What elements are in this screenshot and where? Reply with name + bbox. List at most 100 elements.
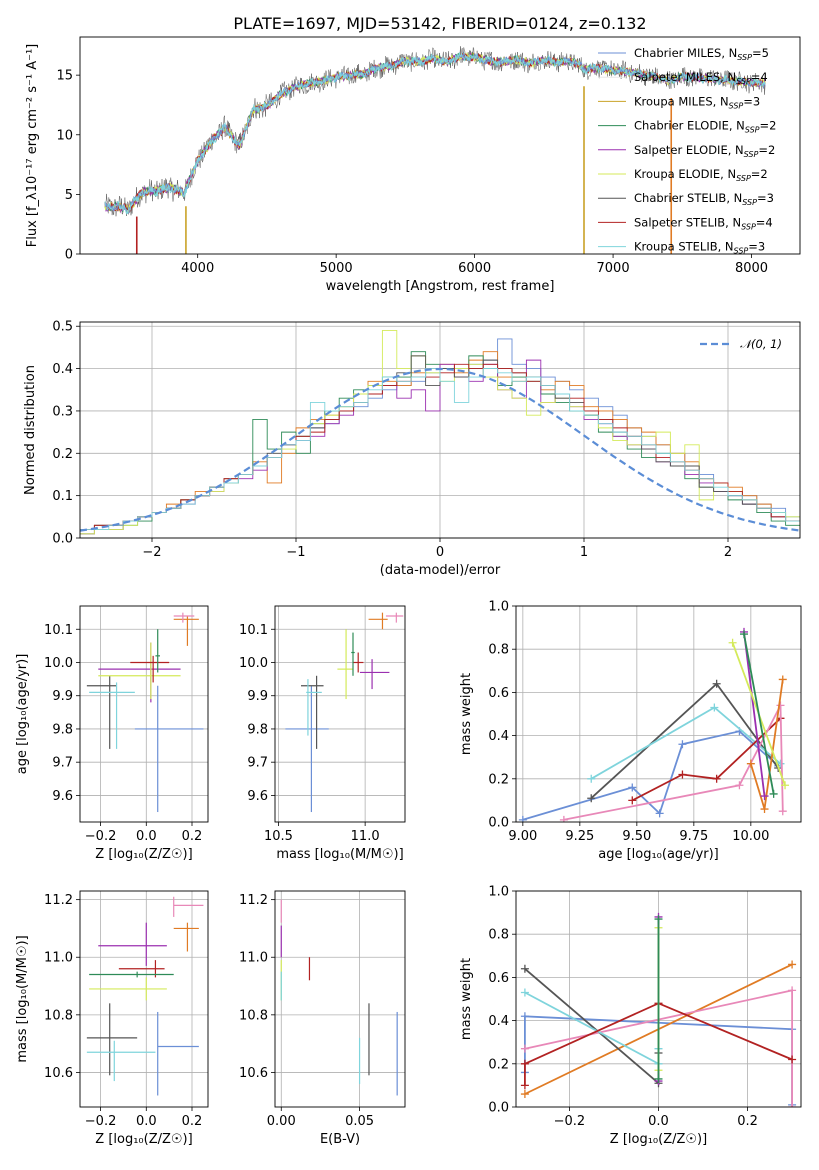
x-tick-label: 0 [436,545,444,560]
axes-frame [515,890,802,1108]
y-tick-label: 0.3 [52,404,73,419]
weight-marker [746,759,755,768]
weight-marker [654,1074,663,1083]
y-tick-label: 10.6 [239,1066,268,1081]
x-tick-label: 11.0 [351,829,380,844]
chart-weight_vs_Z: −0.2 0.0 0.2 0.0 0.2 0.4 0.6 0.8 1.0 Z [log₁₀(Z/Z… [459,885,802,1147]
weight-marker [559,815,568,822]
legend-label: Salpeter STELIB, NSSP=4 [634,215,773,231]
weight-marker [678,740,687,749]
figure-title: PLATE=1697, MJD=53142, FIBERID=0124, z=0… [233,14,646,33]
plot-area-weight_vs_Z [520,912,797,1107]
normal-legend-label: 𝒩(0, 1) [740,337,782,351]
y-axis-label: mass weight [459,673,474,755]
x-tick-label: 10.00 [732,829,769,844]
weight-marker [518,815,527,822]
chart-mass_vs_Z: −0.2 0.0 0.2 10.6 10.8 11.0 11.2 Z [log₁₀(Z/Z☉)… [15,890,209,1147]
legend-label-text: Chabrier ELODIE, N [634,119,745,133]
x-tick-label: −1 [286,545,305,560]
x-tick-label: −0.2 [85,829,117,844]
chart-age_vs_mass: 10.5 11.0 9.6 9.7 9.8 9.9 10.0 10.1 mass [log₁₀(… [239,605,406,862]
legend-label-tail: =5 [752,46,769,60]
weight-marker [710,703,719,712]
legend-label-tail: =3 [748,240,765,254]
weight-marker [778,807,787,816]
weight-marker [654,915,663,924]
x-tick-label: 1 [580,545,588,560]
y-tick-label: 9.6 [52,789,73,804]
weight-line-salpeter_elodie [743,631,766,797]
x-tick-label: 0.0 [136,1114,157,1129]
plot-area-residuals [80,330,800,538]
y-tick-label: 0.8 [488,643,509,658]
x-tick-label: 0.0 [648,1114,669,1129]
legend-label-sub: SSP [742,198,757,207]
weight-marker [587,774,596,783]
legend-label: Kroupa MILES, NSSP=3 [634,94,760,110]
y-tick-label: 10.6 [44,1066,73,1081]
x-tick-label: 6000 [458,261,491,276]
y-tick-label: 10.0 [44,656,73,671]
weight-marker [520,964,529,973]
weight-marker [760,805,769,814]
weight-marker [778,675,787,684]
legend-label-text: Salpeter STELIB, N [634,215,741,229]
y-tick-label: 0.0 [52,532,73,547]
chart-weight_vs_age: 9.00 9.25 9.50 9.75 10.00 0.0 0.2 0.4 0.6 0.8 1.0 a… [459,600,802,862]
weight-line-salpeter_stelib [524,1002,793,1086]
weight-marker [628,796,637,805]
weight-marker [788,1103,797,1107]
legend-label-tail: =2 [758,143,775,157]
y-tick-label: 9.9 [52,689,73,704]
y-tick-label: 1.0 [488,885,509,900]
y-tick-label: 0.0 [488,1101,509,1116]
chart-spectrum: 4000 5000 6000 7000 8000 0 5 10 15 wavelength [An… [25,36,801,294]
weight-marker [735,781,744,790]
spectrum-line-kroupa_stelib [104,52,766,216]
weight-marker [678,770,687,779]
x-tick-label: 0.0 [136,829,157,844]
weight-marker [520,1012,529,1021]
legend-label-text: Salpeter ELODIE, N [634,143,744,157]
x-axis-label: Z [log₁₀(Z/Z☉)] [610,1132,707,1147]
y-tick-label: 0.4 [488,729,509,744]
legend-label-text: Kroupa MILES, N [634,94,729,108]
legend-label: Salpeter MILES, NSSP=4 [634,70,768,86]
axes-frame [79,321,801,539]
legend-label: Salpeter ELODIE, NSSP=2 [634,143,775,159]
legend-label-text: Chabrier MILES, N [634,46,737,60]
y-tick-label: 9.7 [52,756,73,771]
y-tick-label: 10 [56,128,73,143]
weight-marker [520,1044,529,1053]
legend-label-text: Chabrier STELIB, N [634,191,742,205]
x-tick-label: −2 [142,545,161,560]
axes-frame [79,605,209,823]
plot-area-weight_vs_age [518,627,790,822]
x-tick-label: 9.75 [679,829,708,844]
x-axis-label: mass [log₁₀(M/M☉)] [276,847,403,862]
legend-label-sub: SSP [741,222,756,231]
x-tick-label: 9.00 [508,829,537,844]
weight-line-kroupa_stelib [524,991,660,1066]
weight-marker [781,781,790,790]
legend-label: Kroupa STELIB, NSSP=3 [634,240,765,256]
axes-frame [79,36,801,255]
y-tick-label: 10.8 [44,1008,73,1023]
y-tick-label: 5 [65,188,73,203]
y-tick-label: 0.2 [488,1057,509,1072]
x-tick-label: −0.2 [85,1114,117,1129]
weight-marker [520,1059,529,1068]
x-tick-label: 8000 [735,261,768,276]
normal-curve [80,367,800,532]
y-axis-label: Flux [f_λ10⁻¹⁷ erg cm⁻² s⁻¹ A⁻¹] [25,44,40,248]
x-tick-label: 4000 [181,261,214,276]
weight-marker [712,679,721,688]
axes-frame [79,890,209,1108]
weight-line-chabrier_miles [522,730,779,821]
legend-label-text: Salpeter MILES, N [634,70,736,84]
x-tick-label: 9.25 [565,829,594,844]
weight-marker [776,701,785,710]
y-tick-label: 11.0 [44,951,73,966]
